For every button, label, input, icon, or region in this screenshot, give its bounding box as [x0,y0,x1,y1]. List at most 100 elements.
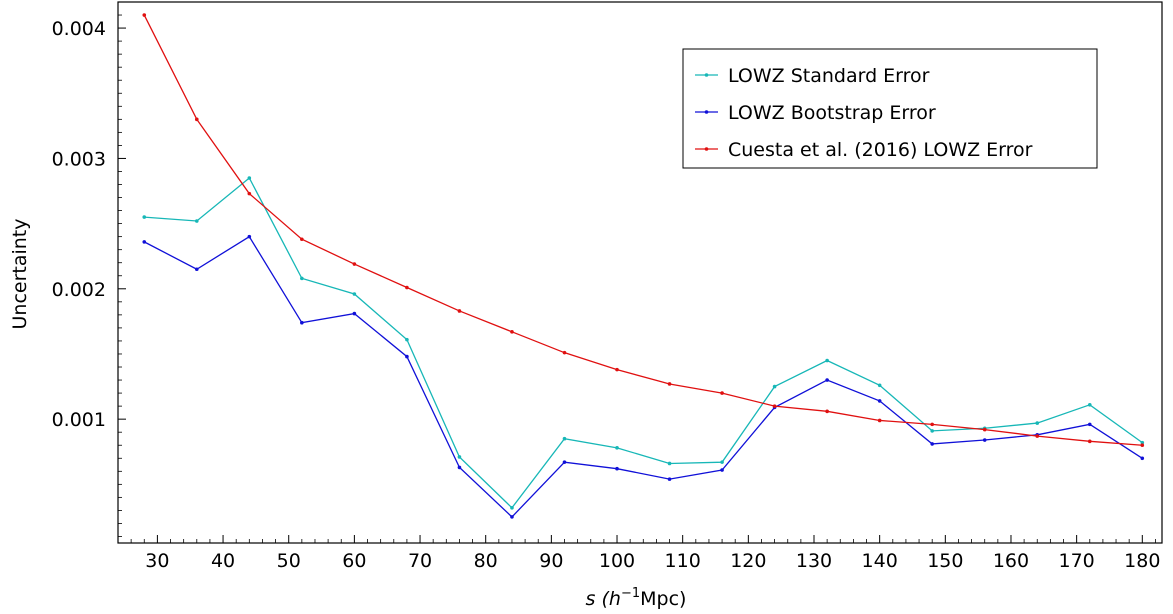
data-point [667,461,672,466]
data-point [562,436,567,441]
x-tick-label: 30 [145,550,169,572]
x-tick-label: 50 [277,550,301,572]
x-axis-label: s (h−1Mpc) [586,586,687,610]
legend: LOWZ Standard Error LOWZ Bootstrap Error C… [682,48,1098,169]
data-point [930,422,934,427]
legend-marker [704,110,709,114]
data-point [877,399,882,403]
data-point [667,477,672,481]
data-point [405,337,409,342]
x-axis-label-superscript: −1 [621,586,640,601]
legend-label: LOWZ Bootstrap Error [728,102,936,124]
x-tick-label: 80 [474,550,498,572]
data-point [982,438,987,442]
data-point [510,515,514,519]
series-line [143,14,1143,446]
data-point [142,240,147,244]
data-point [405,285,409,290]
data-point [772,404,777,408]
data-point [720,391,724,395]
data-point [562,460,567,464]
x-tick-label: 40 [211,550,235,572]
x-axis-label-prefix: s (h [586,588,621,610]
data-point [825,378,829,382]
data-point [1087,422,1092,427]
data-point [1140,456,1145,461]
plot-area-frame [117,1,1163,544]
data-point [615,367,619,372]
data-point [247,176,252,180]
x-tick-label: 120 [730,550,766,572]
data-point [1140,440,1145,445]
x-tick-label: 90 [539,550,563,572]
legend-label: Cuesta et al. (2016) LOWZ Error [728,139,1033,161]
data-point [1087,403,1092,407]
data-point [615,466,619,471]
data-point [142,215,147,219]
data-point [720,460,724,464]
x-tick-label: 110 [665,550,701,572]
data-point [510,330,514,334]
data-point [352,311,357,316]
data-point [720,468,724,472]
data-point [247,234,252,239]
x-tick-label: 160 [993,550,1029,572]
data-point [457,465,462,470]
legend-item: LOWZ Bootstrap Error [695,102,936,124]
data-point [877,418,882,423]
y-axis-label: Uncertainty [9,218,31,329]
y-tick-label: 0.001 [52,409,106,431]
legend-marker [704,147,709,151]
data-point [1087,439,1092,444]
x-tick-label: 180 [1124,550,1160,572]
legend-item: LOWZ Standard Error [695,65,930,87]
data-point [1035,421,1040,425]
legend-item: Cuesta et al. (2016) LOWZ Error [695,139,1033,161]
x-axis-ticks: 30 40 50 60 70 80 90 100 110 120 130 140 150 160 170 18… [130,535,1160,572]
x-tick-label: 60 [342,550,366,572]
x-axis-label-suffix: Mpc) [640,588,686,610]
x-tick-label: 70 [408,550,432,572]
data-point [667,382,672,386]
data-point [615,446,619,450]
data-point [352,262,357,266]
y-tick-label: 0.003 [52,148,106,170]
x-tick-label: 150 [927,550,963,572]
legend-label: LOWZ Standard Error [728,65,930,87]
data-point [825,409,829,414]
data-point [510,506,514,510]
data-point [194,267,199,272]
data-point [352,292,357,296]
data-point [142,13,147,17]
data-point [405,354,409,359]
data-point [772,384,777,389]
data-point [982,427,987,432]
data-point [300,276,304,281]
x-tick-label: 170 [1059,550,1095,572]
y-axis-ticks: 0.001 0.002 0.003 0.004 [52,14,126,537]
data-point [300,237,304,242]
data-point [194,219,199,223]
data-point [457,455,462,459]
x-tick-label: 100 [599,550,635,572]
x-tick-label: 140 [862,550,898,572]
data-point [1035,434,1040,438]
data-point [194,117,199,122]
legend-box [682,48,1098,169]
data-point [930,429,934,433]
data-point [825,358,829,363]
series-3 [142,13,1145,448]
y-tick-label: 0.004 [52,18,106,40]
x-tick-label: 130 [796,550,832,572]
data-point [247,191,252,196]
data-point [1140,443,1145,448]
data-point [877,383,882,388]
data-point [457,309,462,313]
legend-marker [704,73,709,77]
series-line [143,235,1143,518]
data-point [562,350,567,355]
data-point [300,320,304,325]
y-tick-label: 0.002 [52,279,106,301]
series-lines [142,13,1145,519]
